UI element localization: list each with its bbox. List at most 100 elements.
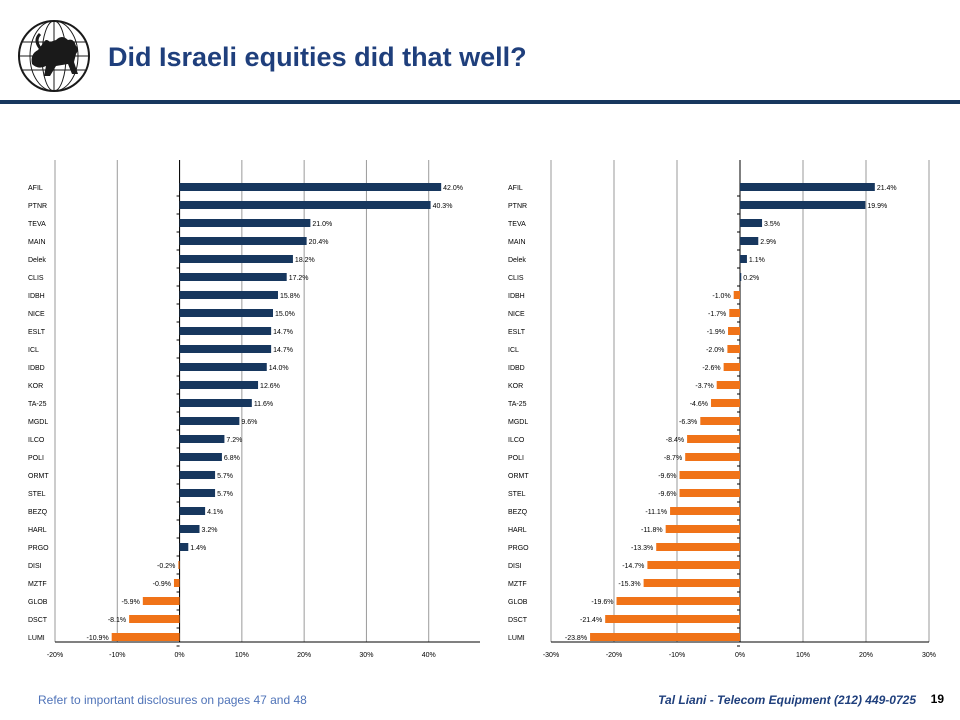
category-label: IDBH bbox=[28, 293, 45, 300]
category-label: CLIS bbox=[508, 275, 524, 282]
bar-prgo bbox=[179, 543, 189, 551]
page-title: Did Israeli equities did that well? bbox=[108, 42, 527, 72]
data-label: 3.5% bbox=[764, 221, 780, 228]
bar-afil bbox=[740, 183, 875, 191]
category-label: HARL bbox=[508, 527, 527, 534]
returns-chart-right: -30% -20% -10% 0% 10% 20% 30% AFIL 21.4% PTNR 19.9… bbox=[480, 150, 960, 670]
bar-ptnr bbox=[179, 201, 431, 209]
data-label: 6.8% bbox=[224, 455, 240, 462]
category-label: TA-25 bbox=[28, 401, 47, 408]
bar-idbh bbox=[179, 291, 278, 299]
data-label: -13.3% bbox=[631, 545, 653, 552]
data-label: -23.8% bbox=[565, 635, 587, 642]
category-label: ORMT bbox=[508, 473, 529, 480]
data-label: -1.9% bbox=[707, 329, 725, 336]
x-tick-label: 10% bbox=[235, 652, 249, 659]
category-label: MAIN bbox=[28, 239, 46, 246]
data-label: 21.0% bbox=[312, 221, 332, 228]
category-label: KOR bbox=[28, 383, 43, 390]
bar-eslt bbox=[179, 327, 272, 335]
bar-teva bbox=[179, 219, 311, 227]
data-label: -14.7% bbox=[622, 563, 644, 570]
category-label: DISI bbox=[28, 563, 42, 570]
chart-svg-right: -30% -20% -10% 0% 10% 20% 30% AFIL 21.4% PTNR 19.9… bbox=[508, 160, 936, 659]
bar-ilco bbox=[687, 435, 740, 443]
data-label: 14.7% bbox=[273, 329, 293, 336]
category-label: TEVA bbox=[28, 221, 46, 228]
bar-ormt bbox=[179, 471, 216, 479]
x-tick-label: 10% bbox=[796, 652, 810, 659]
data-label: -9.6% bbox=[658, 473, 676, 480]
bar-afil bbox=[179, 183, 442, 191]
bar-nice bbox=[179, 309, 273, 317]
data-label: -19.6% bbox=[591, 599, 613, 606]
data-label: 17.2% bbox=[289, 275, 309, 282]
bar-main bbox=[740, 237, 759, 245]
category-label: STEL bbox=[28, 491, 46, 498]
data-label: -8.1% bbox=[108, 617, 126, 624]
bar-prgo bbox=[656, 543, 740, 551]
bar-ta-25 bbox=[179, 399, 252, 407]
bar-mgdl bbox=[179, 417, 240, 425]
bar-delek bbox=[179, 255, 293, 263]
category-label: DSCT bbox=[508, 617, 528, 624]
category-label: LUMI bbox=[28, 635, 45, 642]
data-label: 40.3% bbox=[433, 203, 453, 210]
returns-chart-left: -20%-10%0%10%20%30%40%50%AFIL42.0%PTNR40… bbox=[0, 150, 480, 670]
data-label: -3.7% bbox=[695, 383, 713, 390]
category-label: AFIL bbox=[508, 185, 523, 192]
category-label: IDBD bbox=[28, 365, 45, 372]
data-label: -0.9% bbox=[153, 581, 171, 588]
data-label: 5.7% bbox=[217, 491, 233, 498]
data-label: -5.9% bbox=[122, 599, 140, 606]
data-label: 4.1% bbox=[207, 509, 223, 516]
bar-poli bbox=[179, 453, 222, 461]
data-label: 9.6% bbox=[241, 419, 257, 426]
data-label: 15.8% bbox=[280, 293, 300, 300]
category-label: ICL bbox=[508, 347, 519, 354]
bar-icl bbox=[179, 345, 272, 353]
data-label: -6.3% bbox=[679, 419, 697, 426]
bar-bezq bbox=[179, 507, 206, 515]
bar-kor bbox=[179, 381, 259, 389]
bar-icl bbox=[727, 345, 740, 353]
bar-dsct bbox=[129, 615, 180, 623]
data-label: -4.6% bbox=[690, 401, 708, 408]
bar-bezq bbox=[670, 507, 740, 515]
bar-mztf bbox=[643, 579, 740, 587]
data-label: 21.4% bbox=[877, 185, 897, 192]
category-label: LUMI bbox=[508, 635, 525, 642]
data-label: -8.7% bbox=[664, 455, 682, 462]
x-tick-label: 20% bbox=[297, 652, 311, 659]
x-tick-label: 20% bbox=[859, 652, 873, 659]
title-divider bbox=[0, 100, 960, 104]
category-label: IDBD bbox=[508, 365, 525, 372]
category-label: ILCO bbox=[508, 437, 525, 444]
x-tick-label: 30% bbox=[922, 652, 936, 659]
category-label: ESLT bbox=[508, 329, 526, 336]
bar-stel bbox=[679, 489, 740, 497]
bar-clis bbox=[740, 273, 742, 281]
data-label: -11.8% bbox=[641, 527, 663, 534]
category-label: HARL bbox=[28, 527, 47, 534]
page-number: 19 bbox=[930, 692, 944, 706]
category-label: AFIL bbox=[28, 185, 43, 192]
x-tick-label: -20% bbox=[606, 652, 622, 659]
category-label: GLOB bbox=[508, 599, 528, 606]
data-label: 15.0% bbox=[275, 311, 295, 318]
bar-disi bbox=[178, 561, 180, 569]
category-label: TEVA bbox=[508, 221, 526, 228]
category-label: ICL bbox=[28, 347, 39, 354]
category-label: Delek bbox=[508, 257, 526, 264]
data-label: 1.1% bbox=[749, 257, 765, 264]
bar-lumi bbox=[111, 633, 180, 641]
category-label: PRGO bbox=[28, 545, 49, 552]
category-label: BEZQ bbox=[508, 509, 528, 516]
category-label: MZTF bbox=[508, 581, 527, 588]
category-label: NICE bbox=[508, 311, 525, 318]
data-label: -21.4% bbox=[580, 617, 602, 624]
data-label: 18.2% bbox=[295, 257, 315, 264]
data-label: 14.7% bbox=[273, 347, 293, 354]
data-label: -0.2% bbox=[157, 563, 175, 570]
category-label: ORMT bbox=[28, 473, 49, 480]
